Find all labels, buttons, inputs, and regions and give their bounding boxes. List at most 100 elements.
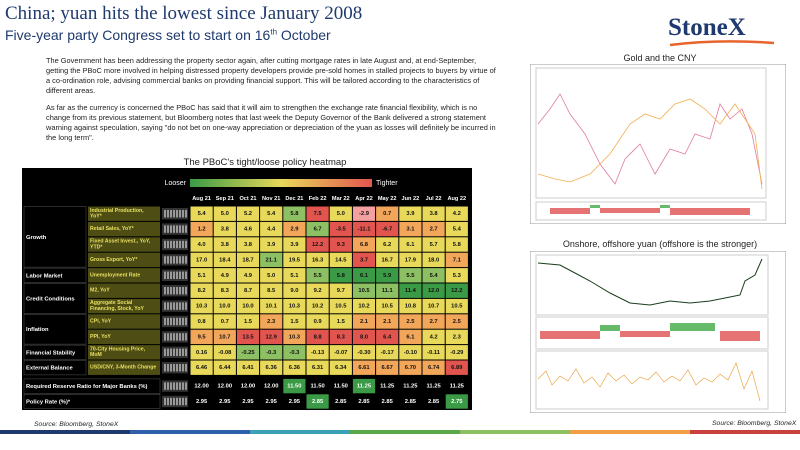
heat-cell [306, 221, 329, 237]
heat-cell [445, 378, 468, 394]
row-label: Unemployment Rate [90, 273, 140, 279]
sparkline-bar [176, 240, 178, 249]
cell-value: 6.36 [266, 365, 278, 371]
sparkline-bar [179, 364, 181, 372]
cell-value: 3.8 [430, 211, 439, 217]
cell-value: -0.10 [404, 350, 417, 356]
heat-cell [399, 268, 422, 283]
sparkline-bar [179, 333, 181, 341]
cell-value: 10.7 [428, 304, 439, 310]
sparkline-bar [167, 397, 169, 406]
heat-cell [422, 206, 445, 221]
cell-value: 11.50 [287, 384, 301, 390]
heat-cell [306, 378, 329, 394]
sparkline-bar [176, 302, 178, 310]
cell-value: 10.2 [358, 304, 369, 310]
heat-cell [190, 314, 213, 329]
heat-cell [445, 394, 468, 409]
heat-cell [283, 298, 306, 314]
sparkline-bar [167, 317, 169, 326]
heat-cell [190, 237, 213, 252]
cell-value: 10.8 [405, 304, 417, 310]
heat-cell [376, 298, 399, 314]
cell-value: 8.2 [198, 288, 206, 294]
cell-value: 3.9 [267, 242, 276, 248]
cell-value: 10.5 [358, 288, 370, 294]
heat-cell [236, 206, 260, 221]
heat-cell [283, 314, 306, 329]
sparkline-bar [176, 210, 178, 218]
cell-value: 11.1 [382, 288, 394, 294]
sparkline-bar [185, 225, 187, 233]
logo-swoosh [669, 40, 775, 47]
cell-value: 8.7 [244, 288, 252, 294]
heat-cell [399, 221, 422, 237]
cell-value: 2.85 [335, 399, 347, 405]
cell-value: 6.41 [242, 365, 254, 371]
heat-cell [236, 298, 260, 314]
cell-value: 8.5 [267, 288, 276, 294]
sparkline-bar [170, 382, 172, 390]
heatmap: Looser Tighter Aug 21 Sep 21 Oct 21 Nov 21 D… [22, 168, 472, 410]
heat-cell [306, 268, 329, 283]
heat-cell [422, 329, 445, 345]
cell-value: 12.0 [428, 288, 439, 294]
sparkline-bar [164, 256, 166, 264]
sparkline-bar [170, 333, 172, 341]
sparkline-bar [170, 397, 172, 406]
cell-value: 5.5 [406, 273, 415, 279]
cell-value: 0.7 [221, 319, 229, 325]
column-header: Sep 21 [216, 196, 234, 202]
heat-cell [399, 252, 422, 268]
cell-value: -6.7 [382, 227, 392, 233]
cell-value: 9.0 [290, 288, 298, 294]
cell-value: 6.7 [314, 227, 322, 233]
sparkline-bar [164, 397, 166, 406]
cell-value: 8.0 [360, 334, 368, 340]
column-header: Dec 21 [285, 196, 303, 202]
heat-cell [213, 237, 236, 252]
label-cell [88, 298, 160, 314]
sparkline-bar [167, 287, 169, 295]
sparkline-bar [170, 287, 172, 295]
cell-value: 6.8 [360, 242, 369, 248]
cell-value: 10.1 [266, 304, 278, 310]
cell-value: 5.3 [453, 273, 462, 279]
row-label: Gross Export, YoY* [90, 257, 138, 263]
cell-value: 14.5 [335, 257, 347, 263]
cell-value: 5.1 [198, 273, 207, 279]
column-header: Aug 22 [447, 196, 466, 202]
cell-value: -0.13 [311, 350, 325, 356]
sparkline-bar [185, 382, 187, 390]
sparkline-bar [176, 256, 178, 264]
sparkline-bar [170, 302, 172, 310]
cell-value: 6.70 [405, 365, 416, 371]
sparkline-bar [182, 364, 184, 372]
cell-value: 2.75 [451, 399, 463, 405]
cell-value: 5.2 [244, 211, 252, 217]
heat-cell [213, 394, 236, 409]
heat-cell [376, 206, 399, 221]
sparkline-bar [182, 333, 184, 341]
heat-cell [213, 298, 236, 314]
sparkline-bar [176, 364, 178, 372]
heat-cell [376, 252, 399, 268]
group-cell [23, 206, 87, 268]
sparkline-bar [173, 210, 175, 218]
sparkline-bar [170, 240, 172, 249]
heat-cell [445, 283, 468, 298]
sparkline-bar [173, 397, 175, 406]
column-header: Feb 22 [309, 196, 327, 202]
column-header: Jun 22 [402, 196, 420, 202]
heat-cell [352, 360, 376, 375]
heat-cell [213, 221, 236, 237]
cell-value: 5.5 [314, 273, 323, 279]
heat-cell [352, 283, 376, 298]
cell-value: 11.4 [405, 288, 417, 294]
cell-value: 11.50 [311, 384, 325, 390]
heat-cell [399, 329, 422, 345]
cell-value: 12.00 [241, 384, 256, 390]
cell-value: -0.11 [427, 350, 441, 356]
sparkline-bar [185, 271, 187, 279]
group-cell [23, 360, 87, 376]
